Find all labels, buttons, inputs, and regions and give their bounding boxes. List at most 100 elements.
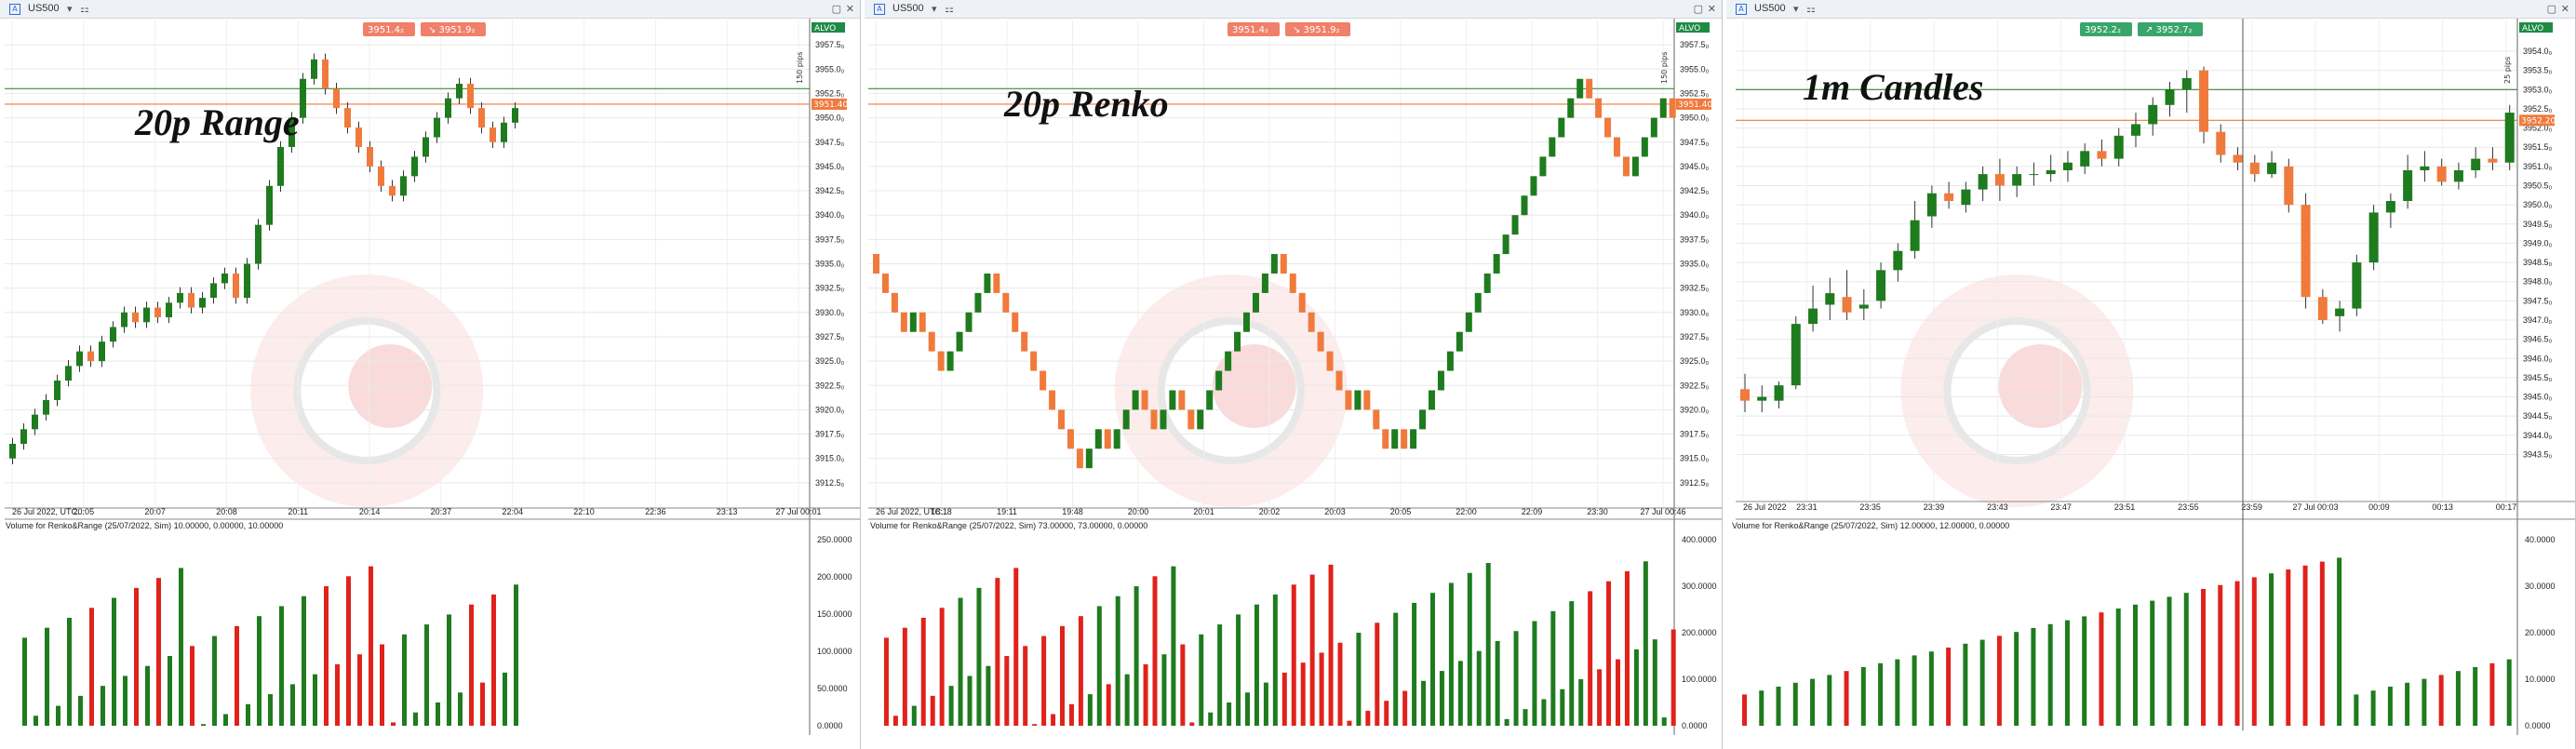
volume-bar [324,586,329,726]
volume-bar [257,616,262,726]
y-tick-label: 3940.0₀ [1680,210,1710,220]
volume-bar [1096,606,1102,726]
candle [2420,166,2430,170]
buy-button[interactable]: ↘ 3951.9₂ [421,22,486,36]
range-bar [300,78,306,118]
candle [2233,154,2243,163]
volume-bar [201,724,206,726]
candle [2165,89,2175,105]
candle [1808,308,1818,325]
volume-bar [1560,689,1565,726]
volume-bar [1106,684,1111,726]
alvo-tag[interactable]: ALVO [2519,22,2553,33]
renko-brick [1474,292,1482,313]
symbol-selector[interactable]: US500 [1754,3,1786,14]
renko-brick [1308,312,1315,332]
volume-bar [514,584,518,726]
volume-bar [1810,678,1816,726]
close-icon[interactable]: ✕ [2560,3,2569,15]
maximize-icon[interactable]: ▢ [1693,3,1703,15]
svg-text:3951.4₂: 3951.4₂ [1232,25,1268,35]
chart-canvas[interactable]: 3912.5₀ 3915.0₀ 3917.5₀ 3920.0₀ 3922.5₀ 3925.… [0,0,861,749]
renko-brick [1187,409,1195,430]
volume-tick-label: 0.0000 [2525,721,2551,730]
y-tick-label: 3920.0₀ [1680,405,1710,414]
volume-bar [986,665,991,726]
volume-bar [2031,628,2036,726]
close-icon[interactable]: ✕ [845,3,854,15]
chart-type-icon[interactable]: ⚏ [945,3,954,15]
volume-bar [995,578,1000,726]
alvo-tag[interactable]: ALVO [1676,22,1710,33]
renko-brick [1058,409,1065,430]
volume-tick-label: 30.0000 [2525,582,2556,591]
candle [2029,174,2039,176]
buy-button[interactable]: ↗ 3952.7₂ [2138,22,2203,36]
candle [2436,166,2447,182]
volume-tick-label: 400.0000 [1682,535,1717,544]
x-tick-label: 19:48 [1062,507,1083,516]
renko-brick [1178,390,1186,410]
renko-brick [1317,331,1324,352]
renko-brick [1586,78,1593,99]
volume-bar [1624,570,1630,726]
volume-bar [1860,667,1866,726]
close-icon[interactable]: ✕ [1707,3,1716,15]
maximize-icon[interactable]: ▢ [831,3,841,15]
candle [2012,174,2022,186]
sell-button[interactable]: 3952.2₂ [2080,22,2132,36]
renko-brick [1132,390,1139,410]
renko-brick [1076,448,1083,469]
volume-bar [302,595,306,726]
x-tick-label: 00:09 [2368,502,2390,512]
x-tick-label: 20:14 [359,507,381,516]
renko-brick [891,292,898,313]
candle [1858,304,1869,309]
renko-brick [1391,429,1399,449]
symbol-selector[interactable]: US500 [28,3,60,14]
symbol-selector[interactable]: US500 [892,3,924,14]
chart-watermark-text: 20p Range [135,101,300,143]
y-tick-label: 3927.5₀ [815,332,845,341]
volume-pane-title: Volume for Renko&Range (25/07/2022, Sim)… [870,521,1148,530]
chevron-down-icon[interactable]: ▾ [1793,3,1799,15]
volume-bar [1844,671,1849,726]
maximize-icon[interactable]: ▢ [2546,3,2556,15]
chart-panel-candles: A US500 ▾ ⚏ ▢ ✕ 3943.5₀ 3944.0₀ 3944.5₀ 3945.0₀ 39… [1726,0,2576,749]
x-tick-label: 20:00 [1128,507,1149,516]
candle [2301,205,2311,298]
chart-canvas[interactable]: 3943.5₀ 3944.0₀ 3944.5₀ 3945.0₀ 3945.5₀ 3946.… [1726,0,2576,749]
chart-canvas[interactable]: 3912.5₀ 3915.0₀ 3917.5₀ 3920.0₀ 3922.5₀ 3925.… [865,0,1723,749]
x-tick-label: 20:08 [216,507,237,516]
range-bar [255,224,262,264]
buy-button[interactable]: ↘ 3951.9₂ [1285,22,1350,36]
range-bar [445,98,451,118]
renko-brick [984,273,991,293]
volume-bar [1776,687,1781,726]
sell-button[interactable]: 3951.4₂ [363,22,415,36]
volume-bar [1402,690,1408,726]
renko-brick [1419,409,1427,430]
volume-bar [1161,654,1167,726]
renko-brick [1280,254,1287,274]
chart-type-icon[interactable]: ⚏ [80,3,89,15]
renko-brick [1401,429,1408,449]
volume-bar [402,634,407,726]
volume-bar [290,684,295,726]
volume-bar [67,617,72,726]
alvo-tag[interactable]: ALVO [812,22,845,33]
renko-brick [900,312,907,332]
volume-bar [2150,600,2155,726]
chevron-down-icon[interactable]: ▾ [932,3,937,15]
renko-brick [1446,351,1454,371]
sell-button[interactable]: 3951.4₂ [1228,22,1280,36]
volume-bar [101,686,105,726]
candle [2403,169,2413,202]
x-tick-label: 23:47 [2050,502,2072,512]
chart-type-icon[interactable]: ⚏ [1806,3,1816,15]
chevron-down-icon[interactable]: ▾ [67,3,73,15]
last-price-tag: 3952.20 [2519,114,2556,127]
volume-bar [1759,690,1764,726]
volume-bar [930,695,935,726]
y-tick-label: 3915.0₀ [815,454,845,463]
